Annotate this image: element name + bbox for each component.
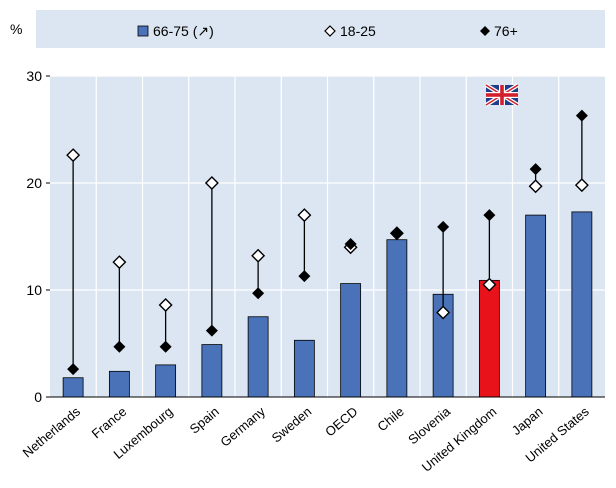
legend-swatch-bar bbox=[137, 25, 149, 37]
marker-18-25 bbox=[297, 208, 312, 223]
grid bbox=[50, 75, 605, 397]
x-tick-label: Spain bbox=[187, 404, 222, 437]
marker-18-25 bbox=[158, 297, 173, 312]
bar-luxembourg bbox=[155, 364, 177, 398]
bar-germany bbox=[247, 316, 269, 398]
marker-76plus bbox=[483, 209, 496, 222]
marker-76plus bbox=[113, 340, 126, 353]
x-tick-label: Germany bbox=[217, 403, 268, 449]
bar-spain bbox=[201, 344, 223, 398]
markers bbox=[66, 109, 589, 376]
bar-france bbox=[108, 370, 130, 398]
marker-18-25 bbox=[66, 148, 81, 163]
bar-united-states bbox=[571, 211, 593, 398]
x-tick-label: Chile bbox=[374, 404, 406, 435]
marker-76plus bbox=[437, 220, 450, 233]
bar-oecd bbox=[340, 283, 362, 398]
x-tick-label: France bbox=[89, 404, 130, 442]
y-axis: 0 10 20 30 bbox=[26, 68, 50, 405]
bars bbox=[62, 211, 593, 398]
marker-76plus bbox=[205, 324, 218, 337]
legend-label-18-25: 18-25 bbox=[340, 23, 376, 39]
x-tick-label: OECD bbox=[322, 404, 360, 440]
marker-18-25 bbox=[204, 176, 219, 190]
y-tick-label: 20 bbox=[26, 175, 42, 191]
marker-18-25 bbox=[436, 305, 451, 320]
marker-76plus bbox=[390, 227, 403, 240]
bar-sweden bbox=[293, 339, 315, 398]
legend-label-66-75: 66-75 (↗) bbox=[153, 23, 214, 39]
marker-76plus bbox=[298, 270, 311, 283]
marker-18-25 bbox=[251, 248, 266, 263]
marker-76plus bbox=[252, 287, 265, 300]
y-axis-unit-label: % bbox=[10, 21, 22, 37]
x-tick-label: Netherlands bbox=[20, 403, 84, 460]
legend: 66-75 (↗) 18-25 76+ bbox=[137, 23, 518, 39]
y-tick-label: 30 bbox=[26, 68, 42, 84]
legend-label-76plus: 76+ bbox=[494, 23, 518, 39]
bar-united-kingdom bbox=[478, 279, 500, 398]
marker-76plus bbox=[67, 363, 80, 376]
legend-marker-open-diamond bbox=[324, 25, 336, 37]
legend-band bbox=[36, 10, 605, 48]
bar-chile bbox=[386, 239, 408, 398]
y-tick-label: 10 bbox=[26, 282, 42, 298]
marker-18-25 bbox=[528, 179, 543, 194]
x-tick-label: Sweden bbox=[269, 404, 315, 446]
legend-marker-filled-diamond bbox=[480, 26, 490, 36]
y-tick-label: 0 bbox=[34, 389, 42, 405]
marker-76plus bbox=[159, 340, 172, 353]
marker-76plus bbox=[529, 163, 542, 176]
bar-japan bbox=[525, 214, 547, 398]
marker-18-25 bbox=[482, 277, 497, 292]
bar-netherlands bbox=[62, 377, 84, 398]
marker-18-25 bbox=[574, 178, 589, 193]
marker-18-25 bbox=[112, 255, 127, 270]
x-tick-label: Japan bbox=[509, 404, 546, 438]
uk-flag-icon bbox=[484, 83, 520, 107]
marker-76plus bbox=[344, 237, 357, 250]
marker-76plus bbox=[575, 109, 588, 122]
